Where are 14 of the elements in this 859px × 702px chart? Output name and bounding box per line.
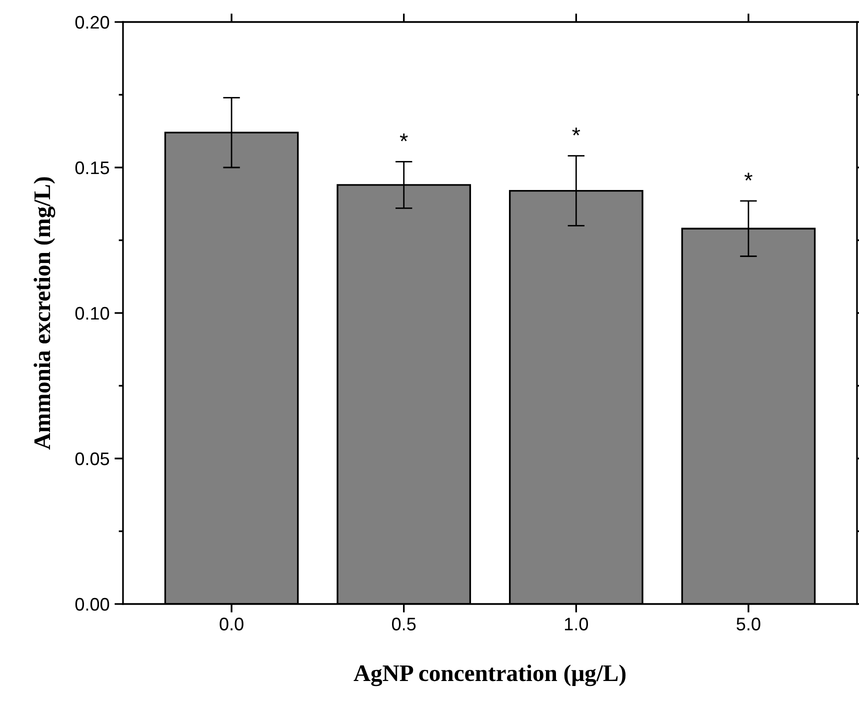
x-tick-label: 0.5	[392, 618, 416, 630]
x-tick-label: 5.0	[736, 618, 760, 630]
y-tick-label: 0.05	[75, 452, 110, 466]
y-axis-title: Ammonia excretion (mg/L)	[34, 177, 56, 450]
annotation: *	[572, 128, 580, 136]
y-tick-label: 0.15	[75, 161, 110, 174]
x-axis-title: AgNP concentration (μg/L)	[354, 664, 626, 686]
y-tick-label: 0.20	[75, 16, 110, 29]
y-tick-label: 0.10	[75, 306, 110, 320]
annotation: *	[400, 133, 408, 142]
x-tick-label: 1.0	[564, 618, 588, 630]
y-tick-label: 0.00	[75, 598, 110, 611]
annotation: *	[744, 172, 752, 181]
x-tick-label: 0.0	[220, 618, 244, 630]
